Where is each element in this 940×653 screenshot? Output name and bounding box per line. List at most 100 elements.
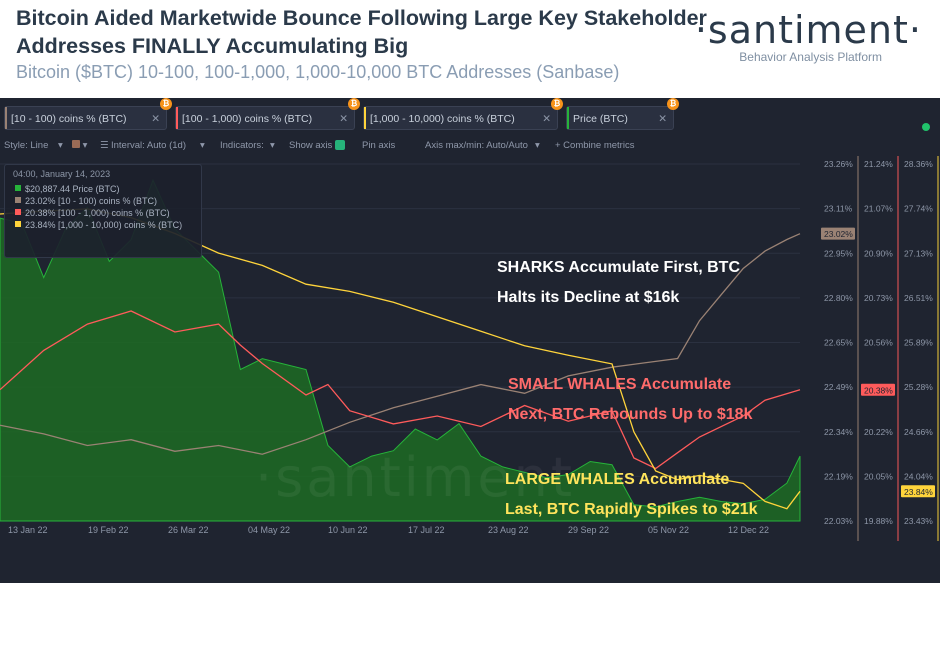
chart-app: [10 - 100) coins % (BTC) ✕ ₿ [100 - 1,00…: [0, 98, 940, 652]
page-title: Bitcoin Aided Marketwide Bounce Followin…: [16, 6, 707, 58]
bitcoin-icon: ₿: [667, 98, 679, 110]
annotation-line: Next, BTC Rebounds Up to $18k: [508, 406, 753, 423]
chart-toolbar: Style: Line ▾ ▾ ☰ Interval: Auto (1d) ▾ …: [0, 136, 940, 156]
interval-select[interactable]: Interval: Auto (1d): [111, 140, 186, 151]
legend-swatch: [15, 209, 21, 215]
metric-color-bar: [176, 107, 178, 129]
x-tick-label: 05 Nov 22: [648, 525, 689, 535]
y-tick-label: 22.80%: [824, 293, 853, 303]
tooltip-row-text: $20,887.44 Price (BTC): [25, 184, 120, 194]
combine-metrics-button[interactable]: + Combine metrics: [555, 140, 635, 151]
bitcoin-icon: ₿: [551, 98, 563, 110]
x-tick-label: 19 Feb 22: [88, 525, 129, 535]
y-tick-label: 24.04%: [904, 471, 933, 481]
brand: ·santiment· Behavior Analysis Platform: [695, 8, 922, 64]
axis-maxmin-select[interactable]: Axis max/min: Auto/Auto: [425, 140, 528, 151]
pin-axis-toggle[interactable]: Pin axis: [362, 140, 396, 151]
y-tick-label: 22.34%: [824, 427, 853, 437]
series-line-100-1000: [0, 310, 801, 470]
legend-swatch: [15, 185, 21, 191]
close-icon[interactable]: ✕: [542, 113, 551, 125]
wechat-watermark: CT中文: [797, 626, 888, 653]
header: Bitcoin Aided Marketwide Bounce Followin…: [0, 0, 940, 98]
chevron-down-icon[interactable]: ▾: [200, 140, 205, 151]
chart-svg: 13 Jan 22 19 Feb 22 26 Mar 22 04 May 22 10 J…: [0, 156, 939, 583]
metric-tabs: [10 - 100) coins % (BTC) ✕ ₿ [100 - 1,00…: [0, 98, 940, 131]
tooltip-row: 20.38% [100 - 1,000) coins % (BTC): [5, 207, 201, 219]
metric-tab-price[interactable]: Price (BTC) ✕ ₿: [566, 98, 679, 130]
x-tick-label: 10 Jun 22: [328, 525, 368, 535]
y-tick-label: 20.22%: [864, 427, 893, 437]
annotation-line: Last, BTC Rapidly Spikes to $21k: [505, 501, 758, 518]
brand-tagline: Behavior Analysis Platform: [739, 50, 882, 64]
y-tick-label: 22.03%: [824, 516, 853, 526]
live-status-icon: [922, 123, 930, 131]
current-value-label: 23.02%: [824, 229, 853, 239]
chevron-down-icon[interactable]: ▾: [58, 140, 63, 151]
y-tick-label: 28.36%: [904, 159, 933, 169]
bitcoin-icon: ₿: [160, 98, 172, 110]
chevron-down-icon[interactable]: ▾: [270, 140, 275, 151]
show-axis-label: Show axis: [289, 140, 333, 151]
y-tick-label: 22.95%: [824, 248, 853, 258]
current-value-badge: [901, 485, 935, 498]
metric-color-bar: [364, 107, 366, 129]
series-line-10-100: [0, 233, 801, 455]
annotation-line: Halts its Decline at $16k: [497, 289, 680, 306]
annotation-line: SMALL WHALES Accumulate: [508, 376, 732, 393]
y-tick-label: 23.11%: [824, 204, 853, 214]
metric-color-bar: [567, 107, 569, 129]
color-picker[interactable]: ▾: [72, 140, 87, 151]
x-tick-label: 13 Jan 22: [8, 525, 48, 535]
metric-tab-100-1000[interactable]: [100 - 1,000) coins % (BTC) ✕ ₿: [175, 98, 360, 130]
tooltip-row-text: 23.84% [1,000 - 10,000) coins % (BTC): [25, 220, 183, 230]
x-tick-label: 23 Aug 22: [488, 525, 529, 535]
tooltip-date: 04:00, January 14, 2023: [13, 169, 111, 179]
metric-tab-10-100[interactable]: [10 - 100) coins % (BTC) ✕ ₿: [4, 98, 172, 130]
brand-logo: ·santiment·: [694, 8, 922, 52]
current-value-badge: [861, 383, 895, 396]
y-tick-label: 23.43%: [904, 516, 933, 526]
style-select[interactable]: Style: Line: [4, 140, 49, 151]
y-tick-label: 20.73%: [864, 293, 893, 303]
close-icon[interactable]: ✕: [339, 113, 348, 125]
tooltip-box: 04:00, January 14, 2023 $20,887.44 Price…: [4, 164, 202, 258]
y-tick-label: 20.05%: [864, 471, 893, 481]
y-tick-label: 27.74%: [904, 204, 933, 214]
sliders-icon[interactable]: ☰: [100, 140, 109, 151]
y-tick-label: 25.28%: [904, 382, 933, 392]
y-tick-label: 19.88%: [864, 516, 893, 526]
current-value-badge: [821, 227, 855, 240]
metric-tab-label: Price (BTC): [573, 113, 628, 125]
y-tick-label: 26.51%: [904, 293, 933, 303]
annotation-sharks: SHARKS Accumulate First, BTC Halts its D…: [497, 253, 740, 313]
annotation-line: LARGE WHALES Accumulate: [505, 471, 730, 488]
close-icon[interactable]: ✕: [151, 113, 160, 125]
annotation-small-whales: SMALL WHALES Accumulate Next, BTC Reboun…: [508, 370, 752, 430]
annotation-line: SHARKS Accumulate First, BTC: [497, 259, 740, 276]
y-tick-label: 22.65%: [824, 338, 853, 348]
metric-tab-1000-10000[interactable]: [1,000 - 10,000) coins % (BTC) ✕ ₿: [363, 98, 563, 130]
chevron-down-icon[interactable]: ▾: [535, 140, 540, 151]
page-subtitle: Bitcoin ($BTC) 10-100, 100-1,000, 1,000-…: [16, 62, 620, 82]
chart-plot: 13 Jan 22 19 Feb 22 26 Mar 22 04 May 22 10 J…: [0, 156, 940, 583]
current-value-label: 20.38%: [864, 385, 893, 395]
y-tick-label: 20.56%: [864, 338, 893, 348]
checkbox-icon: [335, 140, 346, 150]
indicators-select[interactable]: Indicators:: [220, 140, 264, 151]
metric-tab-label: [1,000 - 10,000) coins % (BTC): [370, 113, 515, 125]
metric-color-bar: [5, 107, 7, 129]
bitcoin-icon: ₿: [348, 98, 360, 110]
metric-tab-label: [100 - 1,000) coins % (BTC): [182, 113, 313, 125]
y-tick-label: 27.13%: [904, 248, 933, 258]
x-tick-label: 04 May 22: [248, 525, 290, 535]
y-tick-label: 21.07%: [864, 204, 893, 214]
tooltip-row: $20,887.44 Price (BTC): [5, 183, 201, 195]
show-axis-toggle[interactable]: Show axis: [289, 140, 346, 151]
legend-swatch: [15, 221, 21, 227]
tooltip-row: 23.84% [1,000 - 10,000) coins % (BTC): [5, 219, 201, 231]
y-tick-label: 23.26%: [824, 159, 853, 169]
close-icon[interactable]: ✕: [658, 113, 667, 125]
x-tick-label: 17 Jul 22: [408, 525, 445, 535]
tooltip-row-text: 23.02% [10 - 100) coins % (BTC): [25, 196, 158, 206]
